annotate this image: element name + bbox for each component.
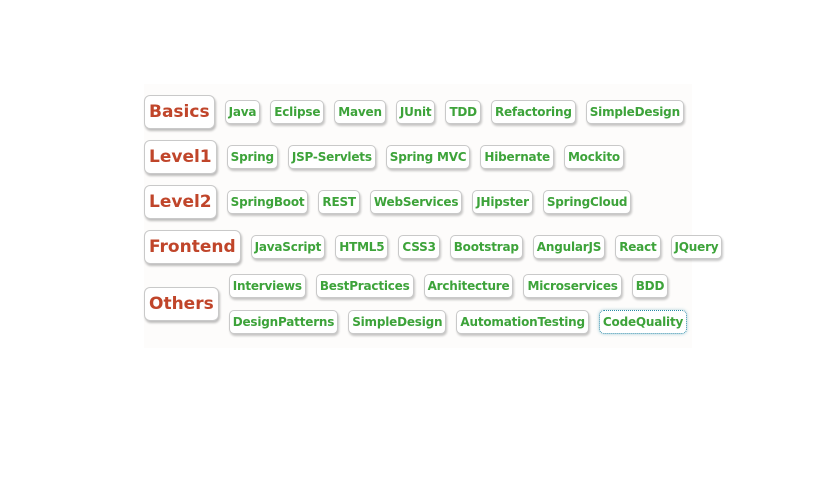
category-level2: Level2 <box>144 185 217 219</box>
row-others: Others Interviews BestPractices Architec… <box>144 274 697 334</box>
tags-others: Interviews BestPractices Architecture Mi… <box>228 274 697 334</box>
tag-simpledesign[interactable]: SimpleDesign <box>585 100 684 124</box>
tag-css3[interactable]: CSS3 <box>398 235 440 259</box>
tag-refactoring[interactable]: Refactoring <box>490 100 576 124</box>
tags-others-line2: DesignPatterns SimpleDesign AutomationTe… <box>228 310 697 334</box>
tag-cloud-panel <box>144 84 692 348</box>
row-frontend: Frontend JavaScript HTML5 CSS3 Bootstrap… <box>144 230 732 264</box>
tag-bootstrap[interactable]: Bootstrap <box>449 235 523 259</box>
tag-angularjs[interactable]: AngularJS <box>532 235 606 259</box>
tags-level2: SpringBoot REST WebServices JHipster Spr… <box>226 190 642 214</box>
tag-javascript[interactable]: JavaScript <box>250 235 326 259</box>
category-frontend: Frontend <box>144 230 241 264</box>
category-level1: Level1 <box>144 140 217 174</box>
tag-springcloud[interactable]: SpringCloud <box>542 190 632 214</box>
tag-bdd[interactable]: BDD <box>631 274 669 298</box>
tag-architecture[interactable]: Architecture <box>423 274 514 298</box>
tag-designpatterns[interactable]: DesignPatterns <box>228 310 339 334</box>
tag-webservices[interactable]: WebServices <box>369 190 463 214</box>
tag-hibernate[interactable]: Hibernate <box>480 145 554 169</box>
tag-spring[interactable]: Spring <box>226 145 278 169</box>
tag-interviews[interactable]: Interviews <box>228 274 306 298</box>
tags-level1: Spring JSP-Servlets Spring MVC Hibernate… <box>226 145 634 169</box>
tag-react[interactable]: React <box>615 235 661 259</box>
tag-automationtesting[interactable]: AutomationTesting <box>456 310 589 334</box>
category-others: Others <box>144 287 219 321</box>
tag-eclipse[interactable]: Eclipse <box>270 100 325 124</box>
tag-simpledesign-2[interactable]: SimpleDesign <box>348 310 447 334</box>
tags-frontend: JavaScript HTML5 CSS3 Bootstrap AngularJ… <box>250 235 733 259</box>
tag-bestpractices[interactable]: BestPractices <box>315 274 414 298</box>
tag-springboot[interactable]: SpringBoot <box>226 190 309 214</box>
row-basics: Basics Java Eclipse Maven JUnit TDD Refa… <box>144 95 694 129</box>
tag-spring-mvc[interactable]: Spring MVC <box>385 145 471 169</box>
row-level2: Level2 SpringBoot REST WebServices JHips… <box>144 185 641 219</box>
tag-tdd[interactable]: TDD <box>445 100 481 124</box>
tag-html5[interactable]: HTML5 <box>335 235 389 259</box>
tag-codequality[interactable]: CodeQuality <box>598 310 688 334</box>
tag-microservices[interactable]: Microservices <box>523 274 622 298</box>
tags-basics: Java Eclipse Maven JUnit TDD Refactoring… <box>224 100 694 124</box>
tag-jhipster[interactable]: JHipster <box>472 190 533 214</box>
tag-rest[interactable]: REST <box>318 190 360 214</box>
tag-junit[interactable]: JUnit <box>395 100 436 124</box>
tag-java[interactable]: Java <box>224 100 261 124</box>
row-level1: Level1 Spring JSP-Servlets Spring MVC Hi… <box>144 140 634 174</box>
tag-jquery[interactable]: JQuery <box>670 235 723 259</box>
tag-jsp-servlets[interactable]: JSP-Servlets <box>287 145 376 169</box>
tag-maven[interactable]: Maven <box>334 100 386 124</box>
tags-others-line1: Interviews BestPractices Architecture Mi… <box>228 274 697 298</box>
category-basics: Basics <box>144 95 215 129</box>
tag-mockito[interactable]: Mockito <box>563 145 624 169</box>
